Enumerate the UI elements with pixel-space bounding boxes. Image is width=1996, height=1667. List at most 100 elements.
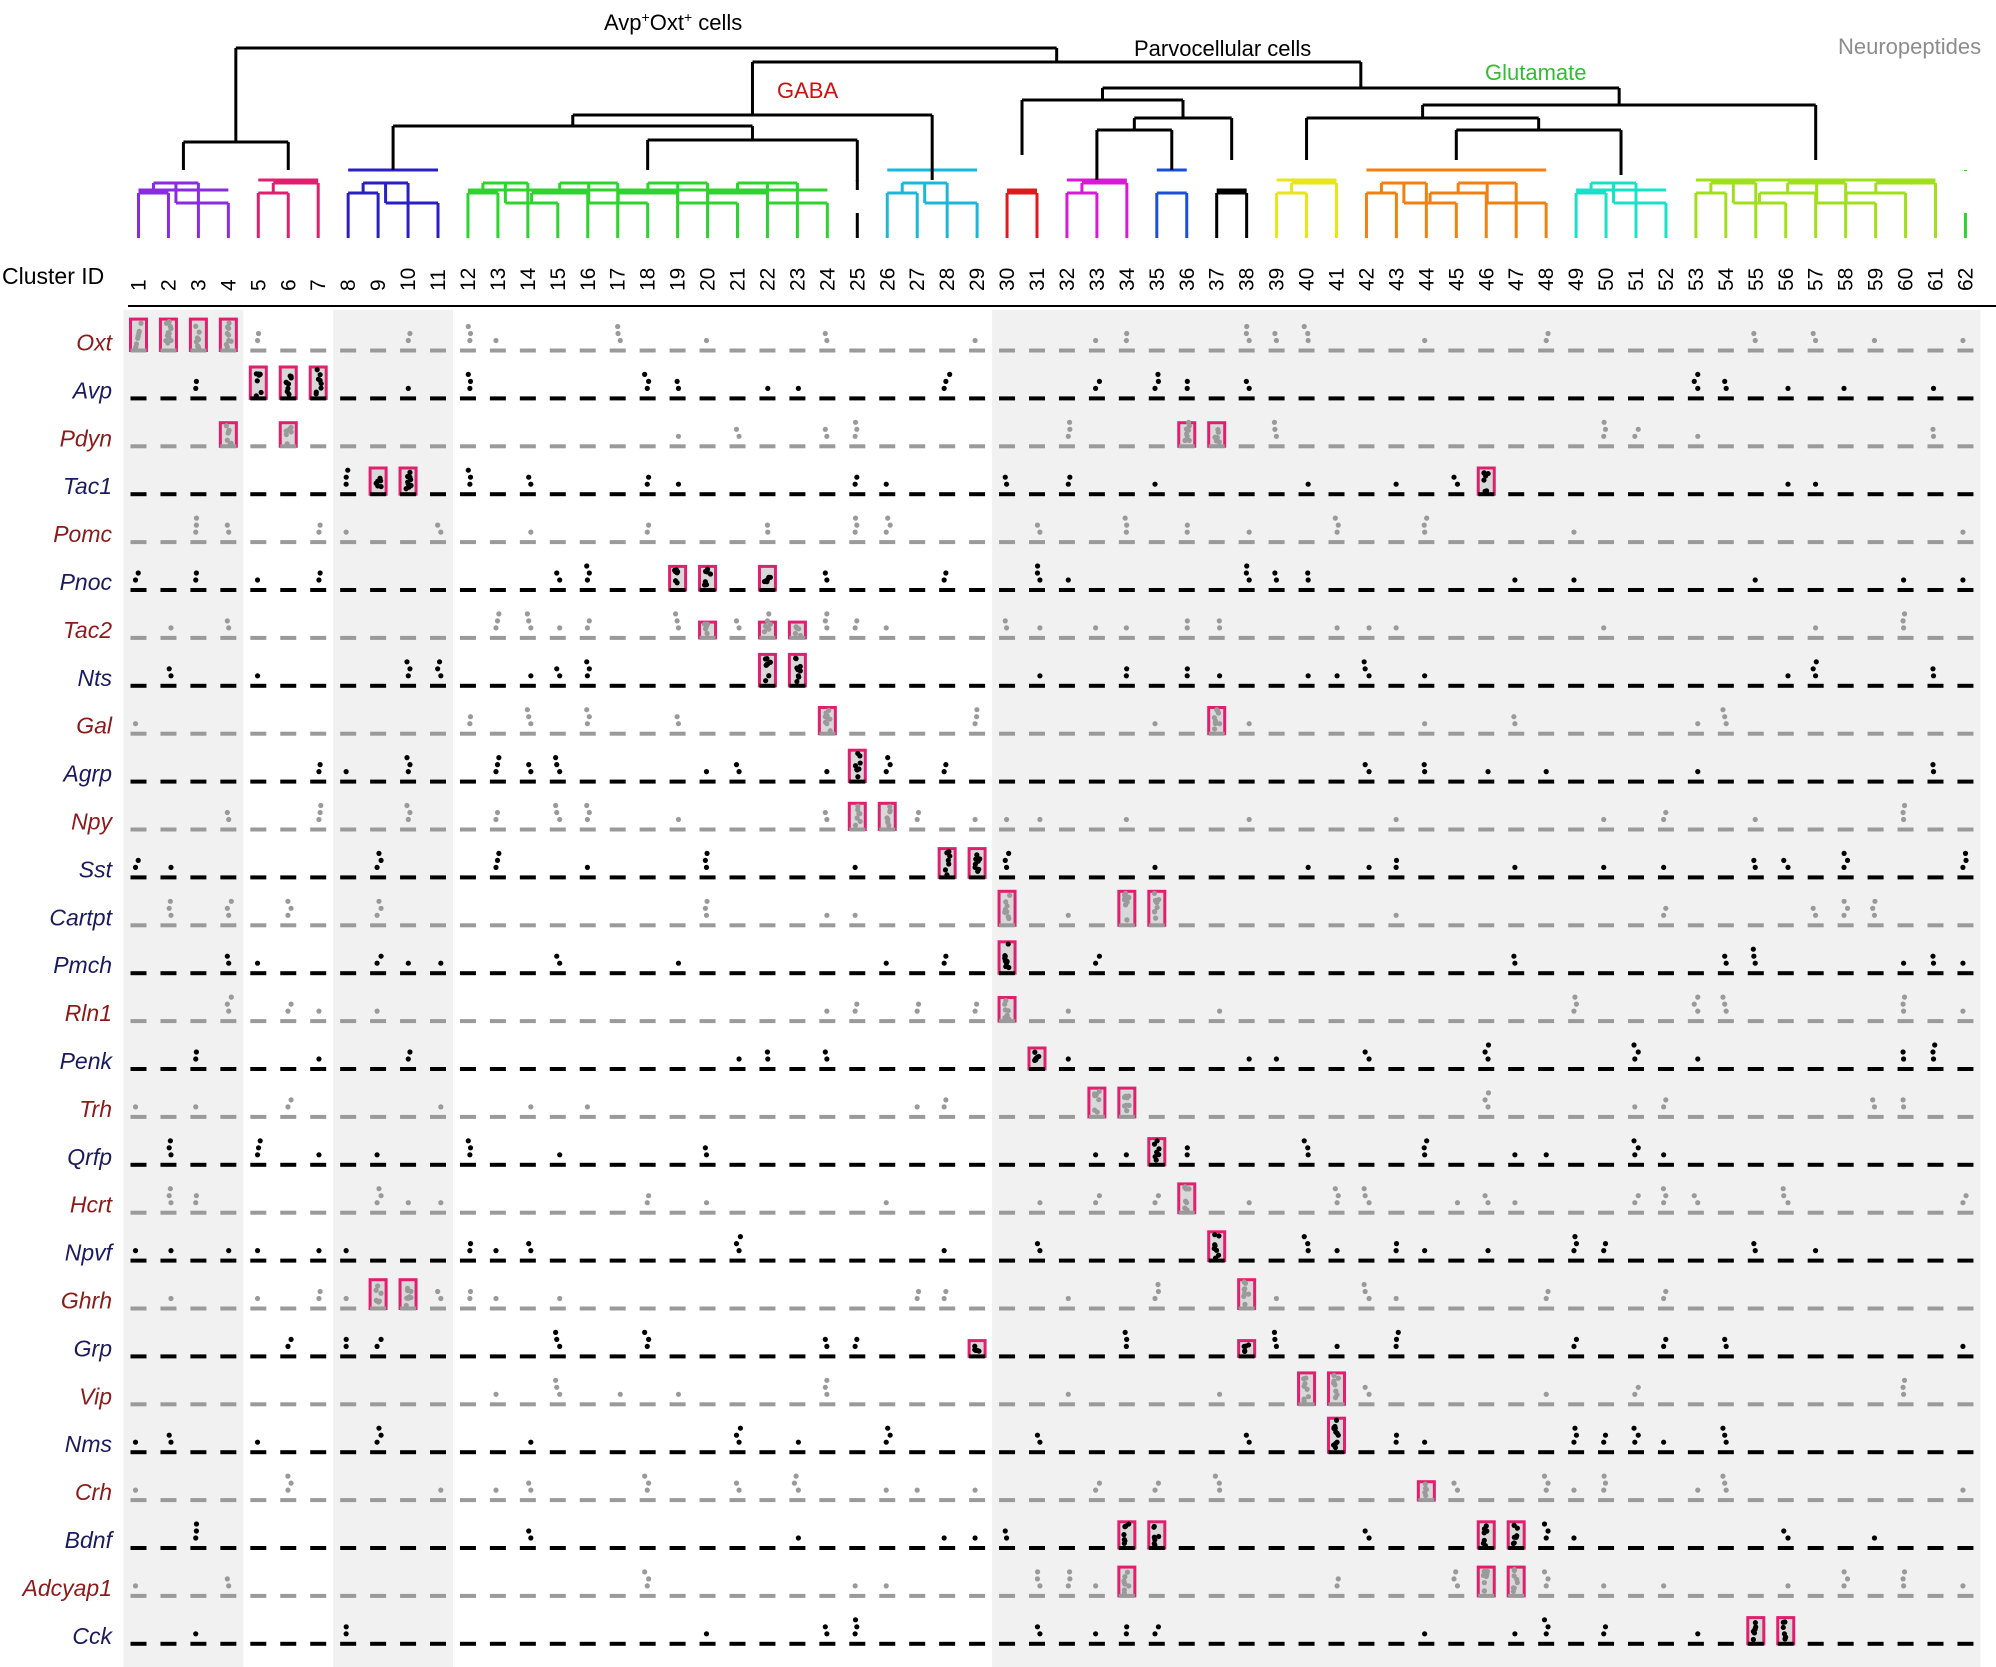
- baseline-mark-vip-10: [400, 1402, 417, 1407]
- baseline-mark-avp-20: [699, 396, 716, 401]
- cell-sst-36: [1178, 875, 1195, 880]
- scatter-dot-npvf-21-0: [736, 1248, 742, 1254]
- cell-rln1-42: [1358, 1019, 1375, 1024]
- baseline-mark-tac2-17: [609, 635, 626, 640]
- baseline-mark-trh-53: [1687, 1114, 1704, 1119]
- cell-oxt-33: [1088, 337, 1105, 353]
- scatter-dot-grp-52-0: [1661, 1343, 1667, 1349]
- scatter-dot-adcyap1-52-0: [1661, 1583, 1667, 1589]
- baseline-mark-agrp-58: [1837, 779, 1854, 784]
- scatter-dot-npy-50-0: [1601, 816, 1607, 823]
- baseline-mark-pnoc-41: [1328, 588, 1345, 592]
- cell-adcyap1-7: [310, 1593, 327, 1598]
- scatter-dot-adcyap1-48-0: [1543, 1583, 1549, 1589]
- baseline-mark-cartpt-26: [879, 923, 896, 928]
- baseline-mark-qrfp-3: [190, 1162, 207, 1167]
- expression-dot-ghrh-10-4: [404, 1285, 411, 1291]
- baseline-mark-npy-44: [1418, 827, 1435, 832]
- scatter-dot-adcyap1-48-2: [1541, 1569, 1548, 1575]
- baseline-mark-rln1-41: [1328, 1019, 1345, 1024]
- cell-nms-46: [1478, 1450, 1495, 1455]
- cluster-tick-42: 42: [1355, 268, 1378, 291]
- baseline-mark-ghrh-50: [1598, 1306, 1615, 1311]
- scatter-dot-grp-39-2: [1271, 1329, 1278, 1335]
- baseline-mark-tac2-3: [190, 635, 207, 640]
- baseline-mark-qrfp-6: [280, 1162, 297, 1167]
- scatter-dot-pdyn-36-0: [1184, 433, 1190, 439]
- baseline-mark-rln1-59: [1867, 1019, 1884, 1024]
- cell-crh-10: [400, 1498, 417, 1503]
- cell-pmch-55: [1747, 946, 1764, 976]
- cell-vip-1: [130, 1402, 147, 1407]
- baseline-mark-npy-26: [879, 827, 896, 832]
- baseline-mark-avp-43: [1388, 396, 1405, 401]
- baseline-mark-pomc-14: [519, 540, 536, 545]
- scatter-dot-agrp-14-1: [526, 762, 532, 768]
- scatter-dot-tac1-12-1: [467, 474, 474, 480]
- baseline-mark-tac1-48: [1538, 492, 1555, 497]
- baseline-mark-cartpt-32: [1058, 923, 1075, 928]
- baseline-mark-pdyn-6: [280, 444, 297, 449]
- cell-tac1-10: [398, 466, 418, 497]
- scatter-dot-sst-16-0: [584, 864, 591, 871]
- baseline-mark-npvf-58: [1837, 1258, 1854, 1263]
- scatter-dot-tac2-25-0: [852, 625, 858, 631]
- scatter-dot-npy-30-0: [1003, 816, 1010, 823]
- cell-qrfp-29: [969, 1162, 986, 1167]
- baseline-mark-pmch-26: [879, 971, 896, 976]
- cell-grp-41: [1328, 1343, 1345, 1359]
- cluster-tick-1: 1: [128, 279, 151, 291]
- cell-qrfp-30: [999, 1162, 1016, 1167]
- baseline-mark-penk-20: [699, 1067, 716, 1071]
- baseline-mark-gal-41: [1328, 731, 1345, 736]
- scatter-dot-pdyn-24-1: [822, 426, 828, 432]
- baseline-mark-qrfp-18: [639, 1162, 656, 1167]
- baseline-mark-ghrh-26: [879, 1306, 896, 1311]
- baseline-mark-adcyap1-32: [1058, 1593, 1075, 1598]
- scatter-dot-agrp-7-1: [317, 762, 323, 768]
- expression-dot-sst-29-1: [975, 868, 981, 874]
- baseline-mark-pmch-4: [220, 971, 237, 976]
- cell-rln1-38: [1238, 1019, 1255, 1024]
- baseline-mark-sst-49: [1568, 875, 1585, 880]
- baseline-mark-pnoc-11: [430, 588, 446, 592]
- cluster-tick-36: 36: [1176, 268, 1199, 291]
- cell-oxt-45: [1448, 348, 1465, 353]
- cell-oxt-47: [1508, 348, 1525, 353]
- expression-dot-gal-37-3: [1214, 707, 1220, 713]
- cell-penk-28: [939, 1067, 956, 1071]
- baseline-mark-tac1-62: [1957, 492, 1974, 497]
- cell-grp-51: [1628, 1354, 1644, 1359]
- scatter-dot-ghrh-2-0: [168, 1295, 174, 1302]
- scatter-dot-tac2-24-2: [824, 611, 830, 617]
- baseline-mark-penk-43: [1388, 1067, 1405, 1071]
- baseline-mark-hcrt-56: [1777, 1210, 1794, 1215]
- baseline-mark-pomc-35: [1148, 540, 1165, 545]
- scatter-dot-tac1-19-0: [675, 481, 682, 487]
- scatter-dot-avp-35-1: [1155, 378, 1162, 384]
- cell-trh-36: [1178, 1114, 1195, 1119]
- scatter-dot-adcyap1-31-2: [1034, 1569, 1041, 1575]
- cell-nms-60: [1897, 1450, 1914, 1455]
- cell-nts-48: [1538, 683, 1555, 688]
- scatter-dot-pmch-5-0: [254, 960, 261, 966]
- scatter-dot-pdyn-25-2: [852, 419, 859, 425]
- baseline-mark-cartpt-16: [579, 923, 596, 928]
- cell-pomc-24: [819, 540, 836, 545]
- cell-penk-29: [969, 1067, 986, 1071]
- cell-crh-21: [729, 1480, 746, 1503]
- cell-nms-35: [1148, 1450, 1165, 1455]
- cell-pdyn-5: [250, 444, 267, 449]
- cell-trh-46: [1478, 1090, 1495, 1119]
- baseline-mark-trh-54: [1717, 1114, 1734, 1119]
- baseline-mark-bdnf-58: [1837, 1546, 1854, 1550]
- cell-pomc-36: [1178, 522, 1195, 545]
- scatter-dot-pdyn-32-2: [1066, 419, 1073, 425]
- baseline-mark-vip-9: [370, 1402, 387, 1407]
- baseline-mark-adcyap1-47: [1508, 1593, 1525, 1598]
- baseline-mark-sst-51: [1628, 875, 1644, 880]
- cell-sst-58: [1837, 850, 1854, 880]
- baseline-mark-oxt-19: [669, 348, 686, 353]
- baseline-mark-pnoc-6: [280, 588, 297, 592]
- scatter-dot-tac2-22-0: [765, 625, 771, 631]
